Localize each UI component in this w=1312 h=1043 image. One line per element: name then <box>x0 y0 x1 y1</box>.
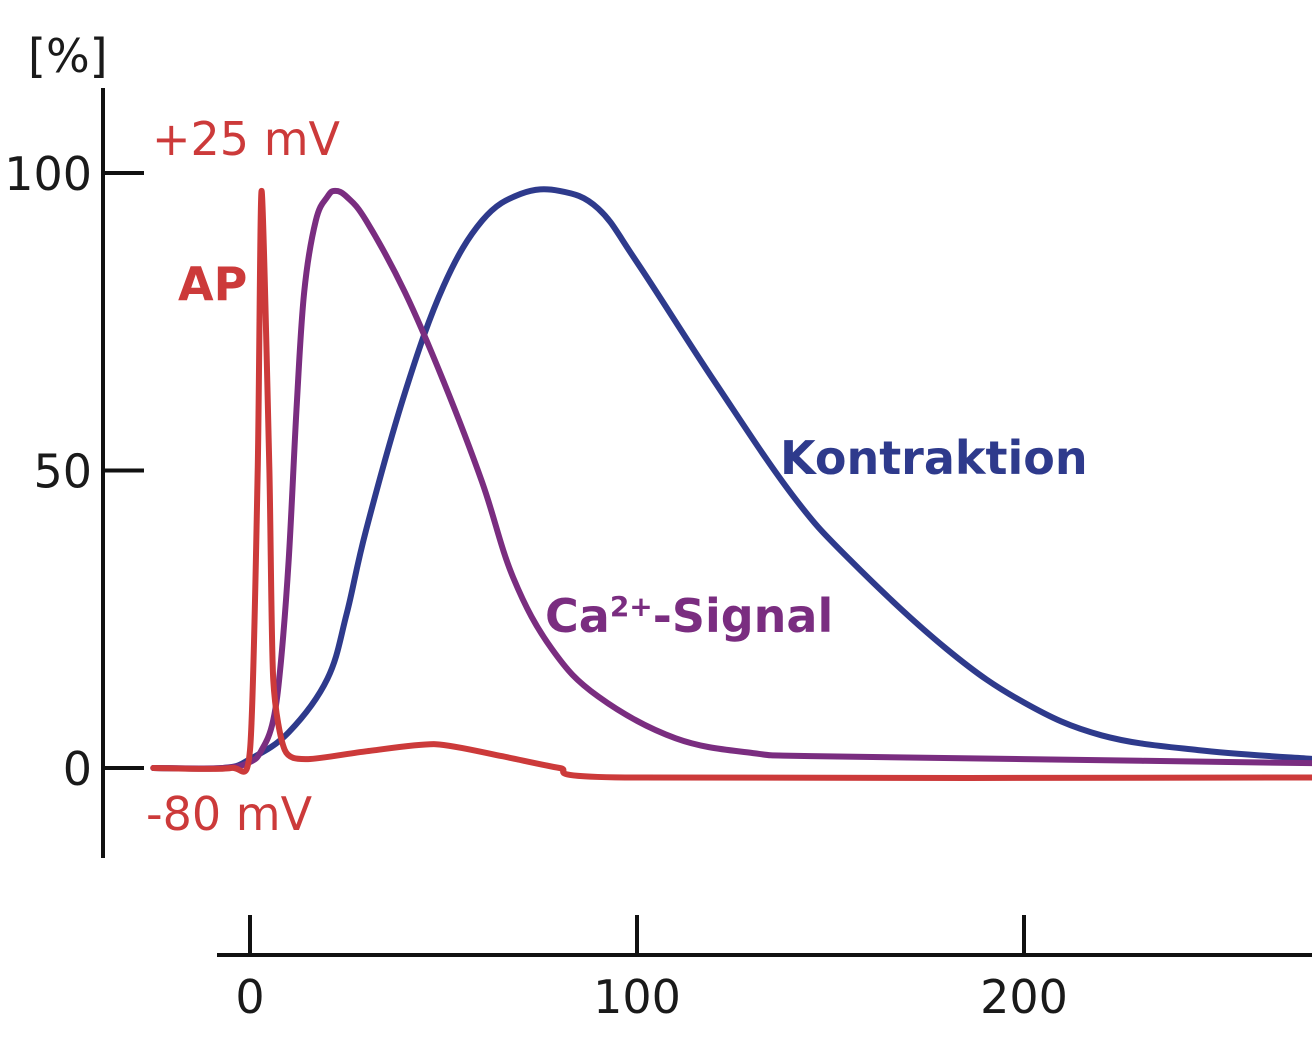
x-tick-label-200: 200 <box>980 970 1068 1024</box>
x-tick-label-100: 100 <box>593 970 681 1024</box>
series-line-contraction <box>150 186 1312 772</box>
y-ticks: 0 50 100 <box>4 147 144 796</box>
series-label-ap: AP <box>178 257 247 311</box>
series-label-calcium: Ca2+-Signal <box>545 589 833 643</box>
series-label-calcium-sup: 2+ <box>610 590 653 623</box>
y-tick-label-100: 100 <box>4 147 92 201</box>
y-axis-unit-label: [%] <box>28 29 108 83</box>
ap-rest-annotation: -80 mV <box>146 787 313 841</box>
series-label-contraction: Kontraktion <box>780 431 1088 485</box>
x-tick-label-0: 0 <box>235 970 264 1024</box>
series-label-calcium-rest: -Signal <box>653 589 833 643</box>
y-tick-label-0: 0 <box>63 742 92 796</box>
x-ticks: 0 100 200 <box>235 915 1068 1024</box>
series-label-calcium-main: Ca <box>545 589 610 643</box>
ap-peak-annotation: +25 mV <box>152 112 341 166</box>
series-line-ap <box>150 187 1312 782</box>
series-line-calcium <box>150 187 1312 772</box>
y-tick-label-50: 50 <box>33 445 92 499</box>
series-lines <box>150 186 1312 782</box>
